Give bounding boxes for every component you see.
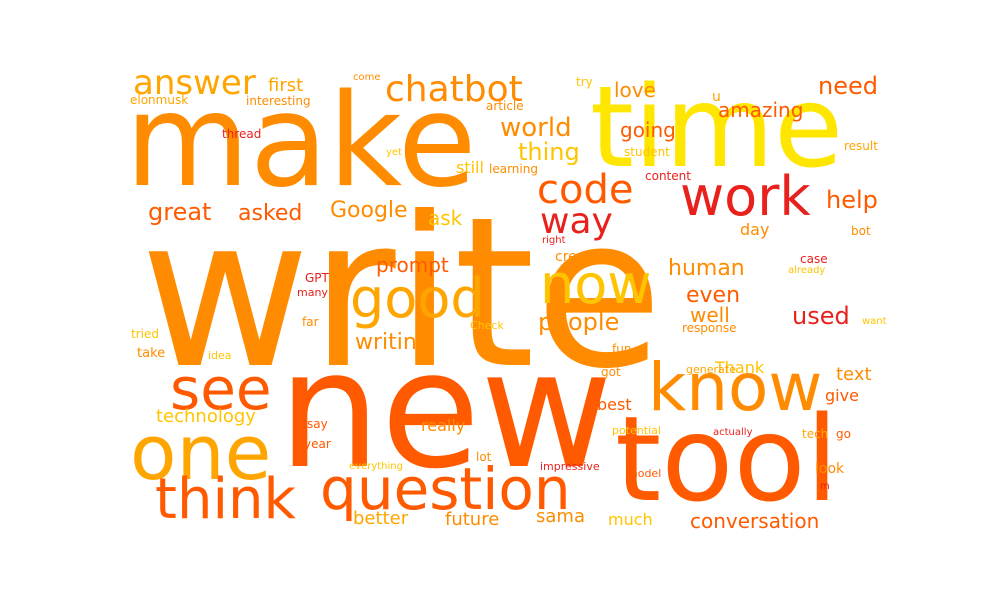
word-already: already — [788, 265, 826, 276]
word-come: come — [353, 72, 381, 83]
word-tool: tool — [615, 390, 839, 528]
word-asked: asked — [238, 201, 303, 226]
word-tried: tried — [131, 327, 159, 341]
word-model: model — [627, 467, 662, 480]
word-bot: bot — [851, 224, 871, 238]
word-really: really — [421, 416, 466, 435]
word-think: think — [155, 467, 296, 532]
word-idea: idea — [208, 349, 232, 362]
word-people: people — [538, 308, 620, 336]
word-new: new — [278, 317, 613, 505]
word-thank: Thank — [715, 358, 765, 377]
word-day: day — [740, 220, 770, 239]
word-create: create — [555, 249, 600, 265]
word-article: article — [486, 99, 524, 113]
word-great: great — [148, 198, 212, 226]
word-ask: ask — [428, 206, 463, 230]
word-answer: answer — [133, 63, 256, 103]
word-way: way — [540, 201, 613, 242]
word-case: case — [800, 252, 828, 266]
word-better: better — [353, 508, 409, 529]
word-potential: potential — [612, 424, 661, 437]
word-work: work — [680, 165, 811, 228]
word-look: look — [815, 461, 845, 477]
word-content: content — [645, 169, 691, 183]
word-give: give — [825, 386, 859, 405]
word-learning: learning — [489, 162, 538, 176]
word-go: go — [836, 427, 851, 441]
word-best: best — [597, 395, 632, 414]
word-tech: tech — [802, 427, 829, 441]
word-conversation: conversation — [690, 509, 820, 533]
word-now: now — [540, 253, 652, 316]
word-right: right — [542, 235, 566, 246]
word-help: help — [826, 186, 878, 214]
word-prompt: prompt — [376, 253, 449, 277]
word-u: u — [712, 89, 721, 105]
word-good: good — [350, 267, 485, 330]
word-elonmusk: elonmusk — [130, 93, 189, 107]
word-far: far — [302, 315, 319, 329]
word-want: want — [862, 316, 887, 327]
word-going: going — [620, 118, 676, 142]
word-first: first — [268, 75, 304, 96]
word-generate: generate — [686, 363, 736, 376]
word-question: question — [320, 455, 571, 523]
word-even: even — [686, 283, 741, 308]
word-everything: everything — [349, 461, 403, 472]
word-text: text — [836, 364, 872, 385]
word-thing: thing — [518, 138, 580, 166]
word-student: student — [624, 145, 670, 159]
word-make: make — [125, 67, 477, 216]
word-interesting: interesting — [246, 94, 311, 108]
word-year: year — [304, 437, 331, 451]
word-writing: writing — [355, 330, 431, 355]
word-actually: actually — [713, 427, 753, 438]
word-code: code — [537, 167, 634, 213]
word-chatbot: chatbot — [385, 69, 523, 110]
word-see: see — [170, 355, 272, 423]
word-much: much — [608, 510, 653, 529]
word-world: world — [500, 113, 572, 143]
word-take: take — [137, 346, 166, 361]
word-know: know — [648, 349, 823, 426]
word-time: time — [590, 63, 844, 193]
word-impressive: impressive — [540, 460, 600, 473]
word-love: love — [614, 78, 656, 102]
word-amazing: amazing — [718, 98, 804, 122]
word-still: still — [456, 158, 484, 177]
word-fun: fun — [612, 342, 632, 356]
word-result: result — [844, 139, 878, 153]
word-write: write — [140, 173, 663, 415]
word-need: need — [818, 72, 878, 100]
word-response: response — [682, 321, 737, 335]
word-gpt: GPT — [305, 271, 329, 285]
word-say: say — [307, 417, 328, 431]
word-well: well — [690, 303, 730, 327]
word-got: got — [601, 365, 621, 379]
word-try: try — [576, 75, 593, 89]
word-future: future — [445, 509, 500, 530]
word-used: used — [792, 302, 850, 330]
word-one: one — [130, 408, 272, 497]
word-many: many — [297, 286, 328, 299]
word-human: human — [668, 256, 745, 281]
word-sama: sama — [536, 506, 585, 527]
word-yet: yet — [386, 147, 402, 158]
word-check: Check — [470, 319, 504, 332]
word-thread: thread — [222, 127, 262, 141]
word-google: Google — [330, 198, 408, 223]
word-lot: lot — [476, 450, 492, 464]
word-m: m — [820, 481, 830, 492]
word-technology: technology — [156, 406, 256, 427]
